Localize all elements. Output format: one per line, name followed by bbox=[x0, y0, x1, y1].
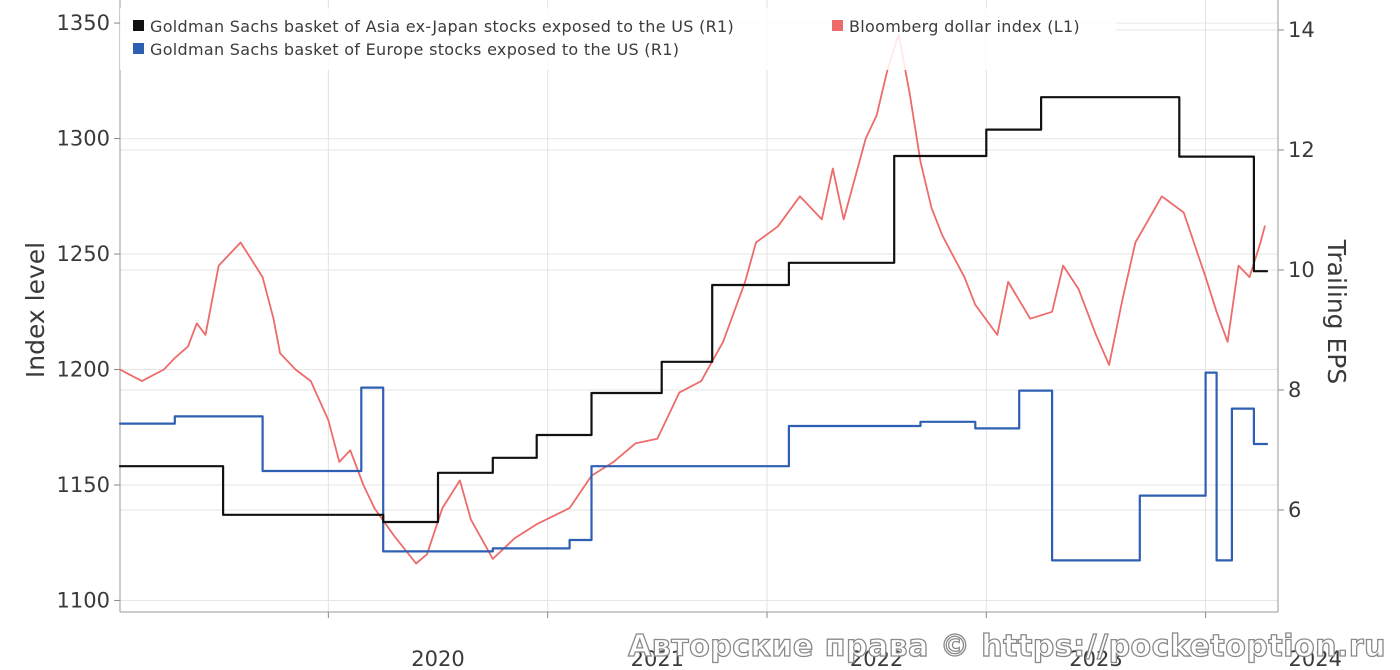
series-line-asia-basket bbox=[118, 96, 1269, 524]
axes-layer bbox=[114, 0, 1284, 618]
y-right-tick-label: 10 bbox=[1288, 258, 1315, 282]
watermark: Авторские права © https://pocketoption.r… bbox=[627, 628, 1386, 664]
x-tick-label: 2023 bbox=[1069, 647, 1122, 670]
legend-label-europe: Goldman Sachs basket of Europe stocks ex… bbox=[150, 40, 679, 59]
y-left-tick-label: 1100 bbox=[57, 588, 110, 612]
y-right-tick-label: 12 bbox=[1288, 138, 1315, 162]
y-left-tick-label: 1150 bbox=[57, 473, 110, 497]
y-left-tick-label: 1300 bbox=[57, 127, 110, 151]
x-tick-label: 2024 bbox=[1289, 647, 1342, 670]
legend-swatch-europe bbox=[133, 43, 144, 54]
y-left-tick-label: 1250 bbox=[57, 242, 110, 266]
x-tick-label: 2021 bbox=[631, 647, 684, 670]
y-axis-left-label: Index level bbox=[21, 242, 50, 378]
y-axis-right-label: Trailing EPS bbox=[1322, 239, 1351, 384]
y-right-tick-label: 8 bbox=[1288, 378, 1301, 402]
y-left-tick-label: 1350 bbox=[57, 11, 110, 35]
series-line-dollar-index bbox=[119, 33, 1266, 565]
y-left-tick-label: 1200 bbox=[57, 358, 110, 382]
series-layer bbox=[118, 33, 1269, 565]
plot-area bbox=[120, 0, 1278, 612]
legend-label-dollar: Bloomberg dollar index (L1) bbox=[849, 17, 1080, 36]
y-right-tick-label: 6 bbox=[1288, 498, 1301, 522]
x-tick-label: 2020 bbox=[411, 647, 464, 670]
legend-swatch-dollar bbox=[832, 20, 843, 31]
legend-label-asia: Goldman Sachs basket of Asia ex-Japan st… bbox=[150, 17, 734, 36]
legend-swatch-asia bbox=[133, 20, 144, 31]
series-line-europe-basket bbox=[118, 371, 1269, 562]
ticks-layer: 2020 2021 2022 2023 2024 1100 1150 1200 1250 1300… bbox=[57, 11, 1342, 670]
legend-background bbox=[120, 8, 1116, 70]
legend: Goldman Sachs basket of Asia ex-Japan st… bbox=[120, 8, 1116, 70]
x-tick-label: 2022 bbox=[850, 647, 903, 670]
y-right-tick-label: 14 bbox=[1288, 18, 1315, 42]
